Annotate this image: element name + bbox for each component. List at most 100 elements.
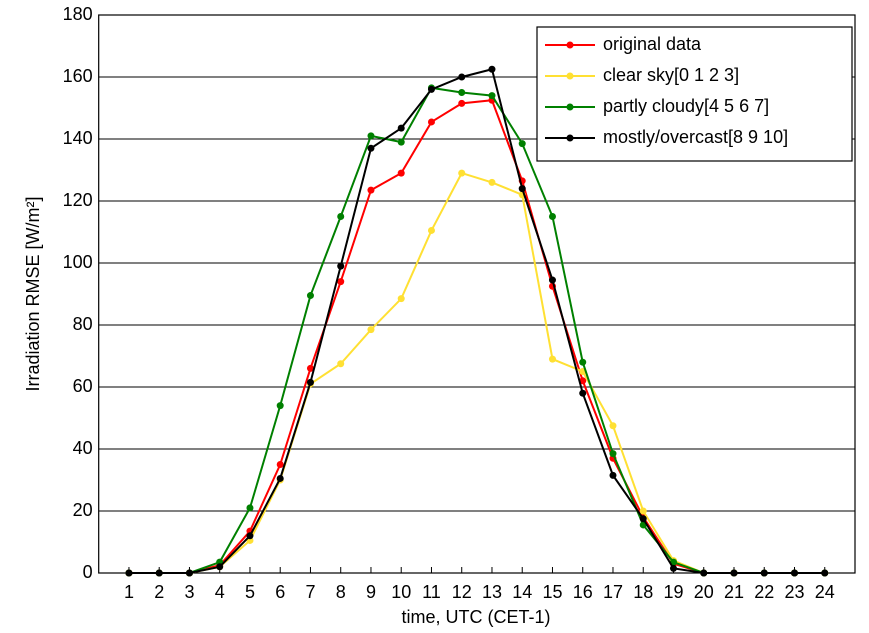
data-point — [276, 402, 284, 410]
x-tick-label: 7 — [305, 582, 315, 602]
y-tick-label: 60 — [73, 376, 93, 396]
data-point — [821, 569, 829, 577]
y-tick-label: 80 — [73, 314, 93, 334]
data-point — [276, 474, 284, 482]
data-point — [730, 569, 738, 577]
legend-marker — [566, 134, 574, 142]
data-point — [790, 569, 798, 577]
data-point — [397, 138, 405, 146]
data-point — [397, 169, 405, 177]
data-point — [367, 186, 375, 194]
x-tick-label: 4 — [215, 582, 225, 602]
data-point — [427, 226, 435, 234]
y-tick-label: 120 — [63, 190, 93, 210]
legend: original data clear sky[0 1 2 3] partly cl… — [536, 26, 853, 162]
data-point — [367, 326, 375, 334]
x-tick-label: 22 — [754, 582, 774, 602]
data-point — [306, 292, 314, 300]
y-tick-label: 140 — [63, 128, 93, 148]
x-tick-label: 10 — [391, 582, 411, 602]
data-point — [337, 262, 345, 270]
y-tick-label: 100 — [63, 252, 93, 272]
data-point — [669, 564, 677, 572]
x-tick-label: 6 — [275, 582, 285, 602]
x-tick-label: 16 — [573, 582, 593, 602]
data-point — [337, 360, 345, 368]
data-point — [518, 185, 526, 193]
data-point — [639, 507, 647, 515]
data-point — [216, 563, 224, 571]
x-tick-label: 20 — [694, 582, 714, 602]
y-tick-label: 20 — [73, 500, 93, 520]
data-point — [518, 140, 526, 148]
x-tick-label: 19 — [663, 582, 683, 602]
y-tick-label: 160 — [63, 66, 93, 86]
data-point — [246, 504, 254, 512]
data-point — [548, 276, 556, 284]
data-point — [367, 144, 375, 152]
x-tick-label: 8 — [336, 582, 346, 602]
data-point — [609, 471, 617, 479]
x-tick-label: 24 — [815, 582, 835, 602]
x-tick-label: 3 — [184, 582, 194, 602]
data-point — [548, 355, 556, 363]
x-tick-label: 15 — [542, 582, 562, 602]
data-point — [700, 569, 708, 577]
data-point — [337, 213, 345, 220]
data-point — [427, 85, 435, 93]
data-point — [458, 73, 466, 81]
y-tick-label: 40 — [73, 438, 93, 458]
x-tick-label: 18 — [633, 582, 653, 602]
y-axis-label: Irradiation RMSE [W/m²] — [23, 196, 43, 391]
data-point — [125, 569, 133, 577]
data-point — [579, 358, 587, 366]
data-point — [458, 99, 466, 107]
series-line — [128, 99, 825, 574]
data-point — [609, 422, 617, 430]
data-point — [306, 378, 314, 386]
legend-label: partly cloudy[4 5 6 7] — [603, 96, 769, 116]
series-line — [128, 68, 825, 574]
legend-label: mostly/overcast[8 9 10] — [603, 127, 788, 147]
series-line — [128, 171, 825, 574]
data-point — [609, 450, 617, 458]
x-tick-label: 21 — [724, 582, 744, 602]
data-point — [155, 569, 163, 577]
data-point — [246, 532, 254, 540]
data-point — [185, 569, 193, 577]
data-point — [367, 132, 375, 140]
x-tick-label: 23 — [784, 582, 804, 602]
legend-label: clear sky[0 1 2 3] — [603, 65, 739, 85]
data-point — [579, 389, 587, 397]
data-point — [639, 515, 647, 523]
legend-label: original data — [603, 34, 702, 54]
data-point — [579, 377, 587, 385]
data-point — [397, 295, 405, 303]
x-tick-label: 2 — [154, 582, 164, 602]
x-tick-label: 12 — [452, 582, 472, 602]
x-tick-label: 17 — [603, 582, 623, 602]
y-tick-label: 180 — [63, 4, 93, 24]
data-point — [488, 178, 496, 186]
legend-marker — [566, 103, 574, 111]
x-tick-label: 11 — [422, 582, 441, 602]
data-point — [488, 65, 496, 73]
x-tick-label: 5 — [245, 582, 255, 602]
x-tick-label: 13 — [482, 582, 502, 602]
data-point — [548, 213, 556, 220]
x-axis-label: time, UTC (CET-1) — [401, 607, 550, 627]
plot-frame — [98, 14, 856, 574]
data-point — [458, 89, 466, 96]
data-point — [306, 364, 314, 372]
data-point — [760, 569, 768, 577]
data-point — [276, 461, 284, 468]
legend-marker — [566, 72, 574, 80]
legend-marker — [566, 41, 574, 49]
data-point — [427, 118, 435, 126]
data-point — [458, 169, 466, 177]
x-tick-label: 9 — [366, 582, 376, 602]
y-tick-label: 0 — [83, 562, 93, 582]
x-tick-label: 14 — [512, 582, 532, 602]
data-point — [397, 124, 405, 132]
